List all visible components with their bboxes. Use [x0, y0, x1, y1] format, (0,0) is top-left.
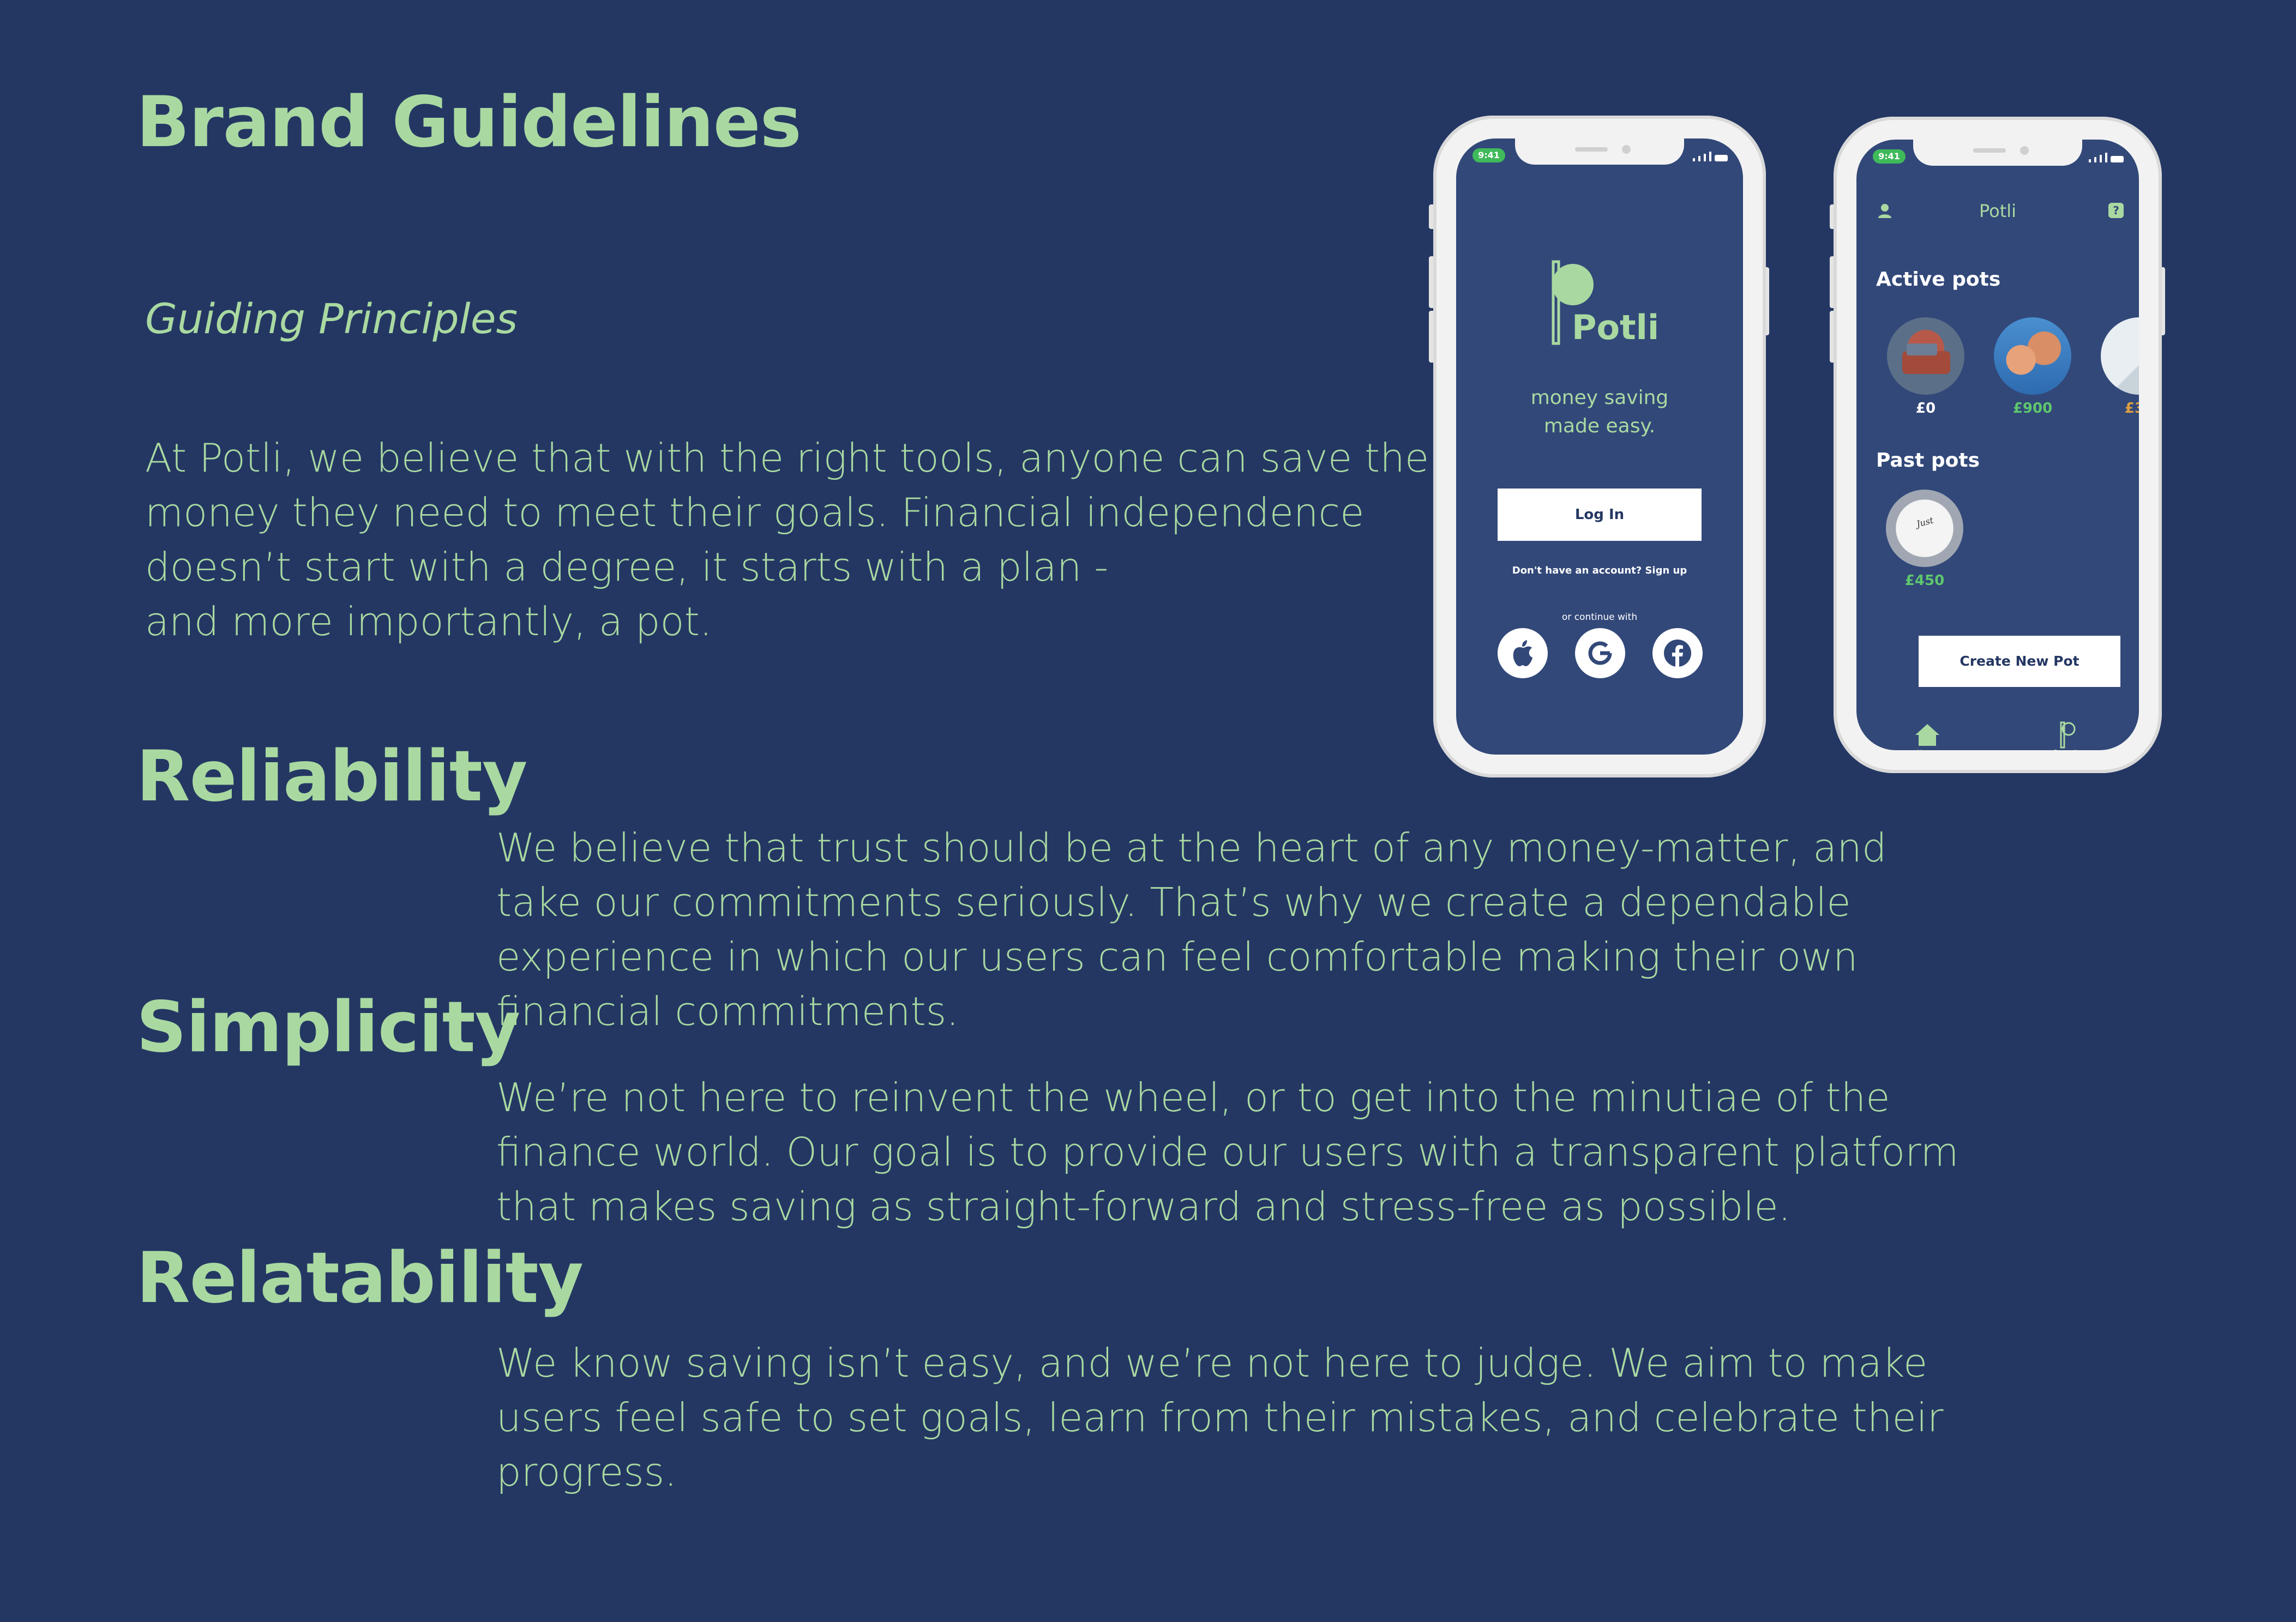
signup-link[interactable]: Don't have an account? Sign up [1512, 565, 1687, 576]
relatability-line: progress. [496, 1449, 677, 1495]
past-pot-cake[interactable]: Just [1886, 490, 1963, 567]
status-icons [2089, 150, 2124, 162]
relatability-line: We know saving isn’t easy, and we’re not… [496, 1340, 1928, 1386]
intro-line: doesn’t start with a degree, it starts w… [145, 544, 1109, 590]
facebook-icon [1664, 640, 1691, 667]
tagline: money saving made easy. [1456, 384, 1743, 441]
battery-icon [2111, 156, 2124, 162]
active-pot-amount: £0 [1915, 400, 1936, 417]
apple-login-button[interactable] [1498, 628, 1548, 678]
home-phone-mockup: 9:41 Potli ? Active pots £0 £900 £35 Pas… [1834, 117, 2162, 773]
login-phone-mockup: 9:41 Potli money saving made easy. Log I… [1433, 116, 1766, 777]
status-time: 9:41 [1472, 148, 1505, 162]
logo-wordmark: Potli [1572, 307, 1660, 347]
intro-line: At Potli, we believe that with the right… [145, 435, 1429, 481]
past-pots-title: Past pots [1876, 449, 1980, 472]
reliability-paragraph: We believe that trust should be at the h… [496, 821, 1887, 1039]
active-pot-amount: £900 [2012, 400, 2053, 417]
help-icon[interactable]: ? [2108, 203, 2124, 218]
simplicity-line: that makes saving as straight-forward an… [496, 1184, 1791, 1229]
intro-line: and more importantly, a pot. [145, 599, 712, 644]
tagline-line: money saving [1530, 387, 1669, 409]
apple-icon [1513, 640, 1532, 666]
simplicity-paragraph: We’re not here to reinvent the wheel, or… [496, 1070, 1959, 1234]
active-pot-car[interactable] [1887, 317, 1964, 395]
active-pot-people[interactable] [1994, 317, 2071, 395]
simplicity-line: finance world. Our goal is to provide ou… [496, 1129, 1959, 1175]
potli-logo-icon [1552, 260, 1594, 345]
battery-icon [1715, 155, 1728, 161]
phone-notch [1913, 140, 2082, 166]
profile-icon[interactable] [1877, 203, 1892, 219]
continue-with-label: or continue with [1561, 612, 1638, 623]
status-time: 9:41 [1873, 149, 1906, 164]
reliability-line: take our commitments seriously. That’s w… [496, 879, 1851, 925]
active-pots-title: Active pots [1876, 268, 2001, 291]
phone-notch [1515, 138, 1684, 165]
relatability-line: users feel safe to set goals, learn from… [496, 1395, 1944, 1440]
nav-spending-label[interactable]: Spending [2045, 749, 2094, 750]
status-icons [1693, 149, 1728, 161]
spending-icon[interactable] [2059, 721, 2076, 749]
reliability-line: We believe that trust should be at the h… [496, 825, 1887, 871]
login-screen: 9:41 Potli money saving made easy. Log I… [1456, 138, 1743, 755]
active-pot-amount: £35 [2124, 400, 2139, 417]
intro-line: money they need to meet their goals. Fin… [145, 490, 1365, 535]
tagline-line: made easy. [1543, 415, 1656, 437]
login-button[interactable]: Log In [1498, 489, 1702, 541]
google-login-button[interactable] [1575, 628, 1625, 678]
reliability-line: experience in which our users can feel c… [496, 934, 1858, 980]
facebook-login-button[interactable] [1652, 628, 1703, 678]
home-icon[interactable] [1914, 723, 1940, 747]
relatability-paragraph: We know saving isn’t easy, and we’re not… [496, 1336, 1943, 1499]
active-pot-partial[interactable] [2101, 317, 2139, 395]
reliability-heading: Reliability [136, 736, 527, 817]
create-new-pot-button[interactable]: Create New Pot [1919, 636, 2120, 687]
header-title: Potli [1979, 201, 2017, 221]
home-screen: 9:41 Potli ? Active pots £0 £900 £35 Pas… [1856, 140, 2139, 750]
past-pot-amount: £450 [1904, 572, 1945, 589]
guiding-principles-subtitle: Guiding Principles [145, 294, 518, 343]
google-icon [1588, 641, 1612, 665]
page-title: Brand Guidelines [136, 82, 802, 163]
relatability-heading: Relatability [136, 1238, 584, 1319]
simplicity-line: We’re not here to reinvent the wheel, or… [496, 1075, 1890, 1120]
nav-home-label[interactable]: Home [1906, 749, 1949, 750]
intro-paragraph: At Potli, we believe that with the right… [145, 431, 1429, 649]
simplicity-heading: Simplicity [136, 987, 520, 1068]
reliability-line: financial commitments. [496, 988, 959, 1034]
